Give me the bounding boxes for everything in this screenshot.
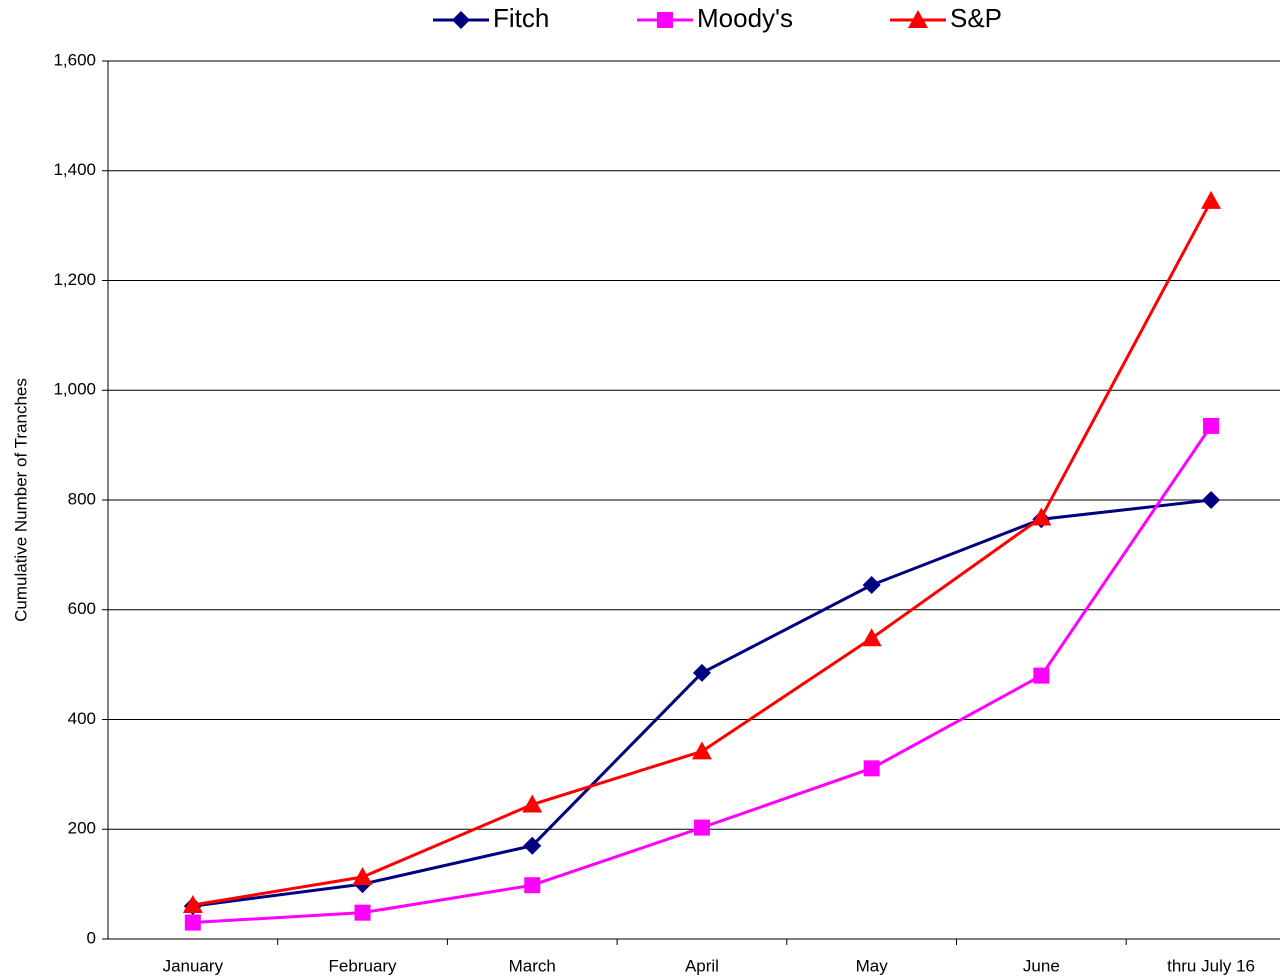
data-point (524, 877, 541, 894)
y-tick-label: 1,600 (53, 50, 96, 69)
data-point (522, 794, 543, 813)
y-tick-label: 800 (68, 489, 96, 508)
legend-label: S&P (950, 3, 1002, 33)
x-tick-label: January (163, 956, 224, 975)
data-point (352, 866, 373, 885)
data-point (693, 819, 710, 836)
data-point (1203, 417, 1220, 434)
legend-label: Moody's (697, 3, 793, 33)
legend-marker (452, 11, 470, 29)
x-tick-label: March (509, 956, 556, 975)
data-point (182, 894, 203, 913)
data-point (1201, 190, 1222, 209)
y-tick-label: 1,400 (53, 160, 96, 179)
y-axis-title: Cumulative Number of Tranches (11, 378, 30, 622)
data-point (1202, 491, 1221, 509)
x-tick-label: thru July 16 (1167, 956, 1255, 975)
data-point (1031, 507, 1052, 526)
y-tick-label: 1,000 (53, 380, 96, 399)
y-tick-label: 0 (87, 928, 96, 947)
legend-marker (657, 12, 673, 28)
series-line (192, 498, 1212, 908)
y-tick-label: 600 (68, 599, 96, 618)
series-line (192, 200, 1213, 907)
legend-label: Fitch (493, 3, 549, 33)
data-point (523, 836, 542, 855)
x-tick-label: February (329, 956, 398, 975)
y-tick-label: 200 (68, 819, 96, 838)
legend-marker (908, 10, 928, 28)
data-point (861, 628, 882, 647)
x-tick-label: April (685, 956, 719, 975)
x-tick-label: June (1023, 956, 1060, 975)
y-tick-label: 400 (68, 709, 96, 728)
data-point (691, 741, 712, 760)
y-tick-label: 1,200 (53, 270, 96, 289)
data-point (354, 904, 371, 921)
x-tick-label: May (856, 956, 889, 975)
data-point (1033, 667, 1050, 684)
data-point (862, 576, 881, 595)
data-point (692, 663, 711, 682)
data-point (863, 760, 880, 777)
data-point (184, 914, 201, 931)
